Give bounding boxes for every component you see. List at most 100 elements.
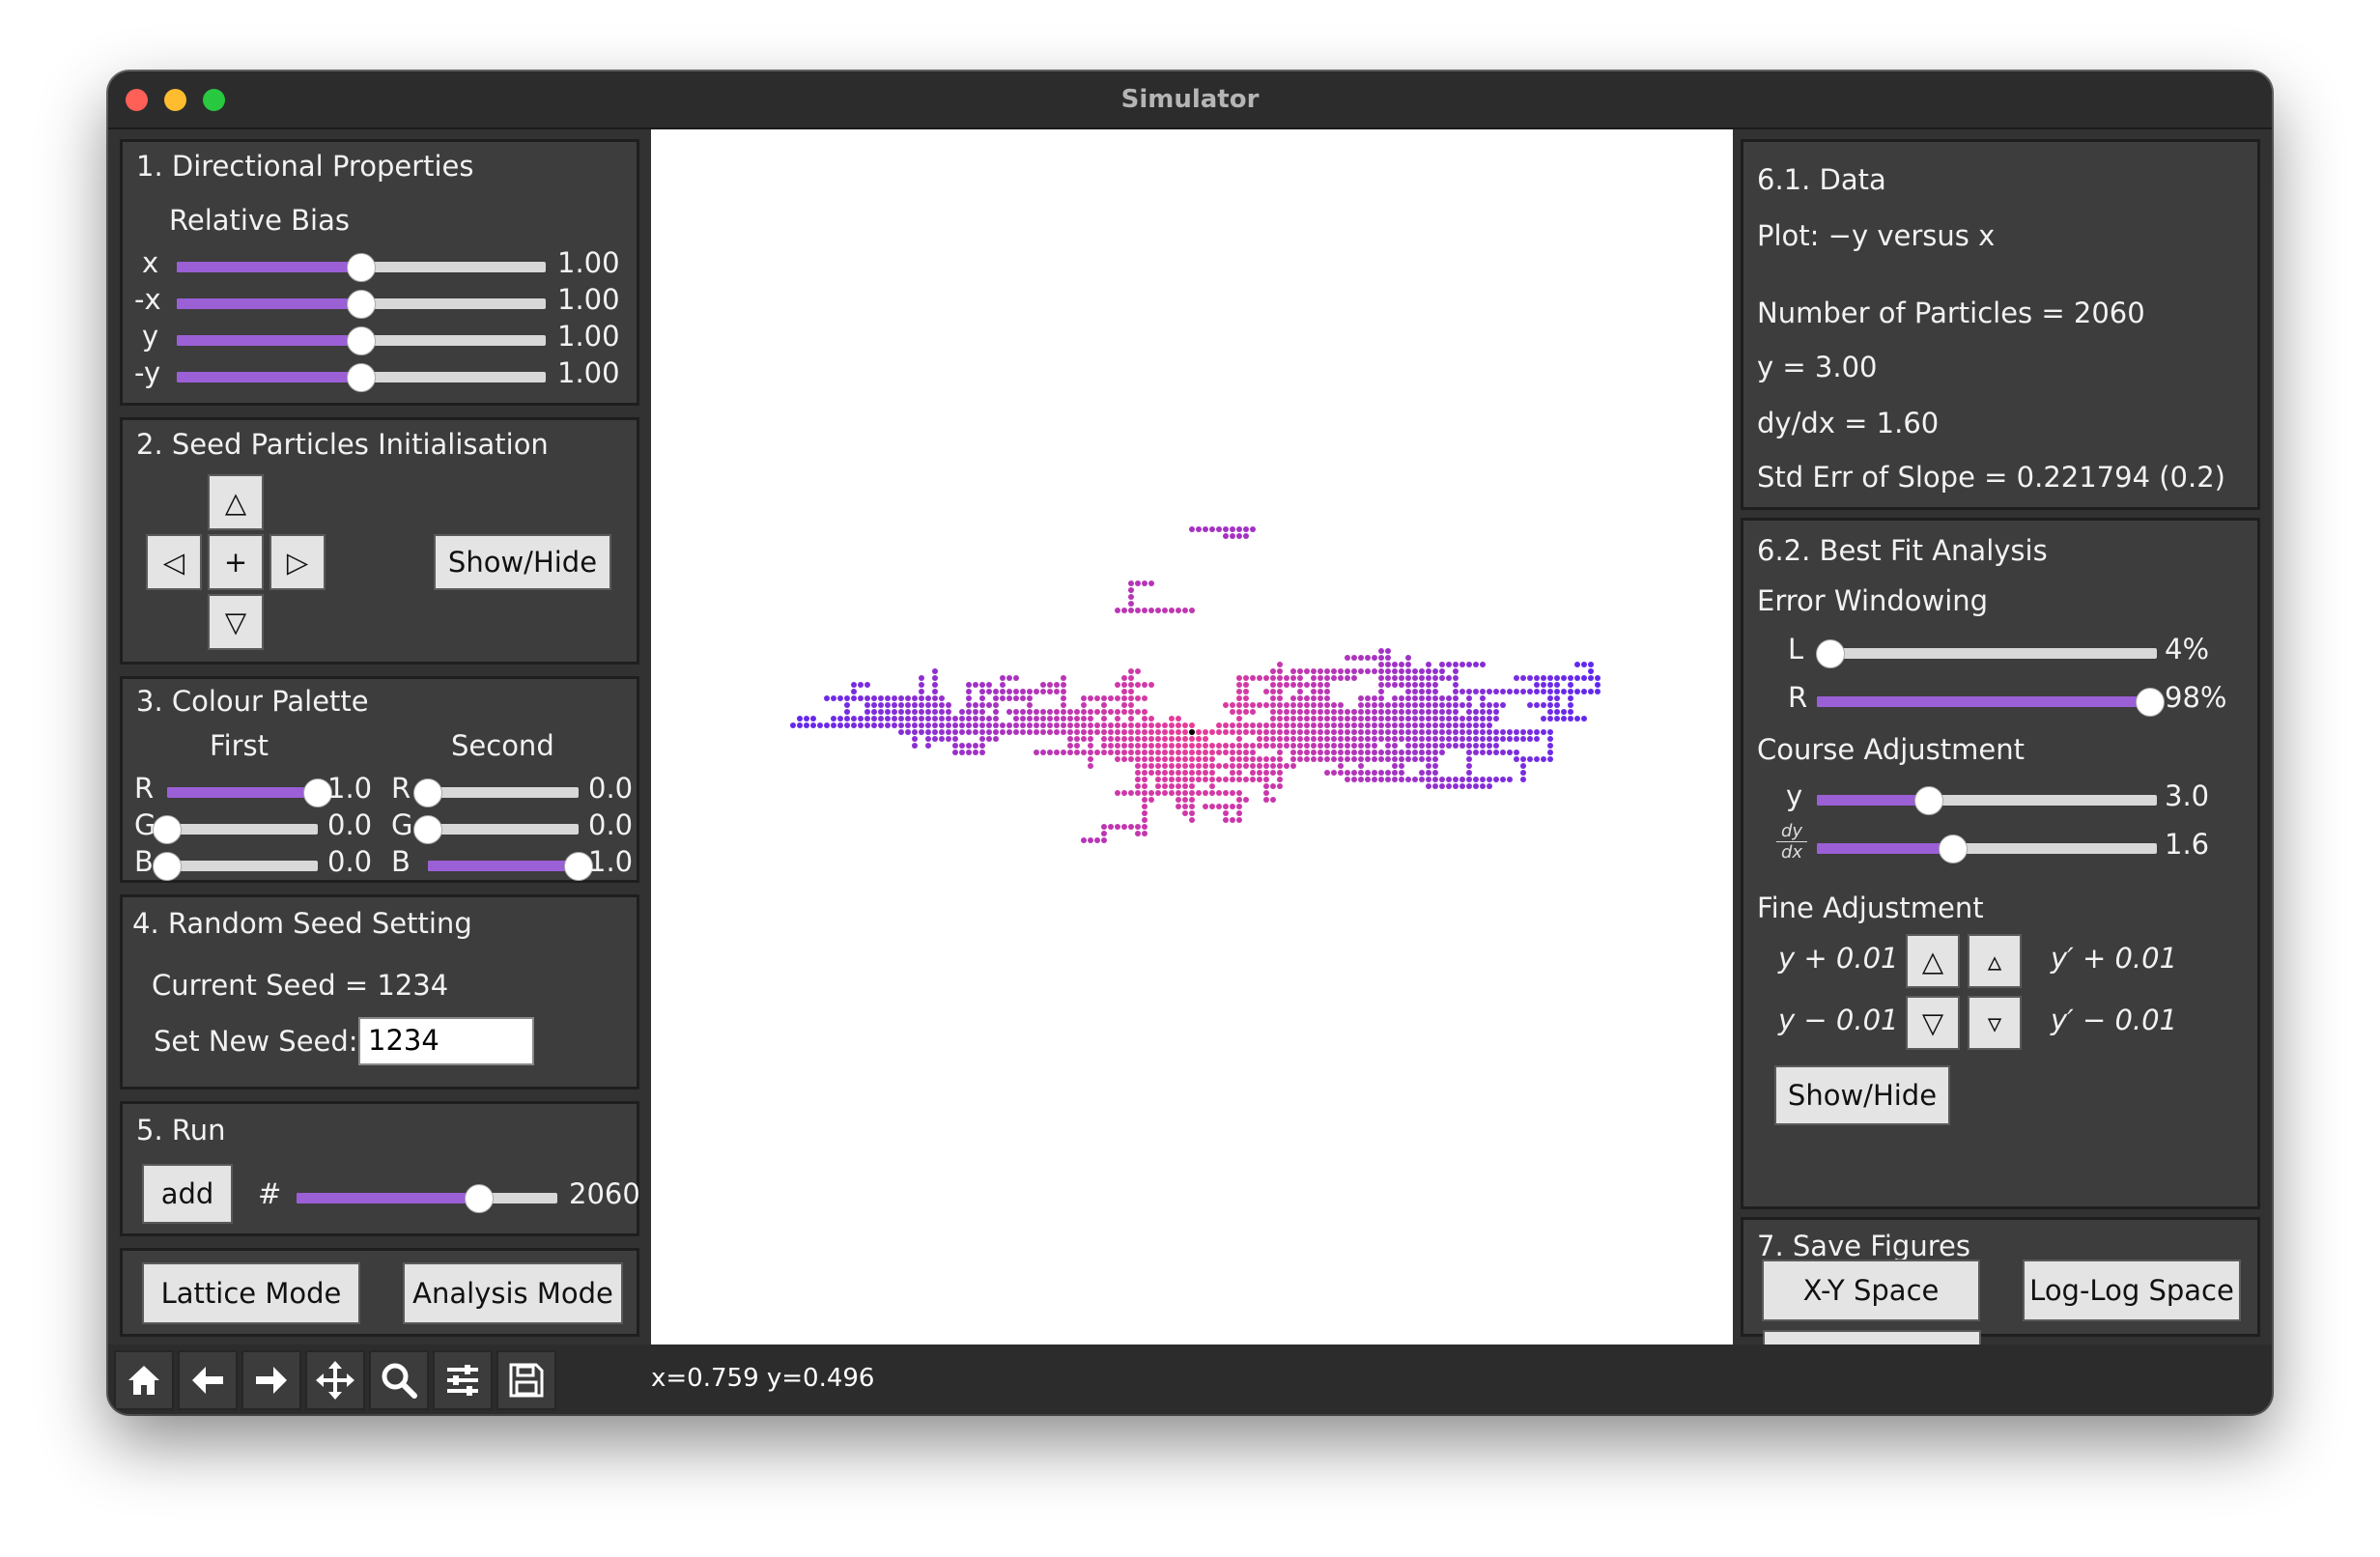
yp-plus-button[interactable]: ▵: [1968, 934, 2022, 988]
particle: [1094, 729, 1100, 735]
particle: [1142, 722, 1148, 728]
particle: [1297, 716, 1303, 722]
particle: [810, 716, 816, 722]
second-r-slider[interactable]: [413, 778, 579, 807]
save-loglog-space-button[interactable]: Log-Log Space: [2023, 1260, 2241, 1321]
particle: [1405, 729, 1411, 735]
particle: [1392, 695, 1398, 701]
particle: [1128, 702, 1134, 708]
particle: [1128, 682, 1134, 688]
particle: [1176, 722, 1181, 728]
bias-neg-y-slider[interactable]: [177, 362, 546, 392]
fit-show-hide-button[interactable]: Show/Hide: [1774, 1065, 1950, 1125]
particle: [871, 716, 877, 722]
save-icon[interactable]: [496, 1350, 556, 1410]
back-arrow-icon[interactable]: [178, 1350, 238, 1410]
zoom-icon[interactable]: [369, 1350, 429, 1410]
particle: [1392, 722, 1398, 728]
lattice-mode-button[interactable]: Lattice Mode: [142, 1262, 360, 1324]
particle: [1074, 729, 1080, 735]
particle: [1135, 709, 1141, 715]
course-dydx-slider[interactable]: [1817, 834, 2157, 863]
first-r-slider[interactable]: [167, 778, 332, 807]
particle: [858, 722, 864, 728]
particle: [1439, 675, 1445, 681]
bias-x-label: x: [142, 246, 159, 279]
window-r-slider[interactable]: [1817, 687, 2165, 717]
zoom-window-button[interactable]: [203, 89, 225, 111]
window-l-value: 4%: [2165, 633, 2210, 665]
particle: [1345, 777, 1350, 782]
seed-down-button[interactable]: ▽: [208, 594, 264, 650]
particle: [1399, 702, 1404, 708]
forward-arrow-icon[interactable]: [241, 1350, 301, 1410]
particle: [1392, 736, 1398, 742]
particle: [1088, 716, 1093, 722]
data-panel: 6.1. Data Plot: −y versus x Number of Pa…: [1741, 139, 2260, 510]
particle: [1439, 702, 1445, 708]
particle: [979, 716, 985, 722]
particle: [1426, 729, 1431, 735]
add-button[interactable]: add: [142, 1164, 233, 1224]
seed-up-button[interactable]: △: [208, 474, 264, 530]
particle: [1169, 736, 1175, 742]
particle: [1466, 750, 1472, 755]
second-b-label: B: [391, 845, 411, 878]
particle: [1034, 689, 1039, 694]
particle: [1027, 689, 1033, 694]
first-b-slider[interactable]: [153, 851, 318, 881]
particle: [1169, 716, 1175, 722]
particle: [1196, 790, 1202, 796]
new-seed-input[interactable]: 1234: [358, 1017, 534, 1065]
bias-neg-x-label: -x: [134, 283, 161, 316]
home-icon[interactable]: [114, 1350, 174, 1410]
particle: [1507, 750, 1513, 755]
particle: [1466, 729, 1472, 735]
particle: [939, 736, 945, 742]
window-l-slider[interactable]: [1816, 638, 2157, 668]
particle: [1453, 736, 1459, 742]
particle: [1493, 743, 1499, 749]
second-colour-label: Second: [451, 729, 554, 762]
particle: [1547, 750, 1553, 755]
seed-right-button[interactable]: ▷: [269, 534, 326, 590]
analysis-mode-button[interactable]: Analysis Mode: [403, 1262, 623, 1324]
y-plus-button[interactable]: △: [1906, 934, 1960, 988]
particle: [1209, 750, 1215, 755]
particle: [1115, 736, 1120, 742]
yp-minus-button[interactable]: ▿: [1968, 996, 2022, 1050]
close-window-button[interactable]: [126, 89, 148, 111]
particle: [1372, 743, 1377, 749]
simulation-plot[interactable]: [651, 129, 1733, 1345]
minimize-window-button[interactable]: [164, 89, 186, 111]
bias-x-slider[interactable]: [177, 252, 546, 282]
particle: [1338, 722, 1344, 728]
particle: [1047, 750, 1053, 755]
bias-y-slider[interactable]: [177, 326, 546, 355]
save-xy-space-button[interactable]: X-Y Space: [1762, 1260, 1980, 1321]
particle: [939, 722, 945, 728]
first-g-slider[interactable]: [153, 814, 318, 844]
second-b-slider[interactable]: [428, 851, 593, 881]
configure-icon[interactable]: [433, 1350, 493, 1410]
particle: [1169, 608, 1175, 613]
particle: [979, 702, 985, 708]
bias-neg-x-slider[interactable]: [177, 289, 546, 319]
pan-icon[interactable]: [305, 1350, 365, 1410]
second-g-slider[interactable]: [413, 814, 579, 844]
particle-count-slider[interactable]: [297, 1183, 557, 1213]
y-minus-button[interactable]: ▽: [1906, 996, 1960, 1050]
seed-center-button[interactable]: +: [208, 534, 264, 590]
particle: [1554, 675, 1560, 681]
particle: [1365, 750, 1371, 755]
particle: [979, 709, 985, 715]
particle: [1385, 675, 1391, 681]
course-y-slider[interactable]: [1817, 785, 2157, 815]
first-r-value: 1.0: [327, 772, 373, 805]
seed-left-button[interactable]: ◁: [146, 534, 202, 590]
particle: [1338, 675, 1344, 681]
particle: [878, 716, 884, 722]
seed-show-hide-button[interactable]: Show/Hide: [434, 534, 611, 590]
particle: [1034, 729, 1039, 735]
particle: [1236, 533, 1242, 539]
